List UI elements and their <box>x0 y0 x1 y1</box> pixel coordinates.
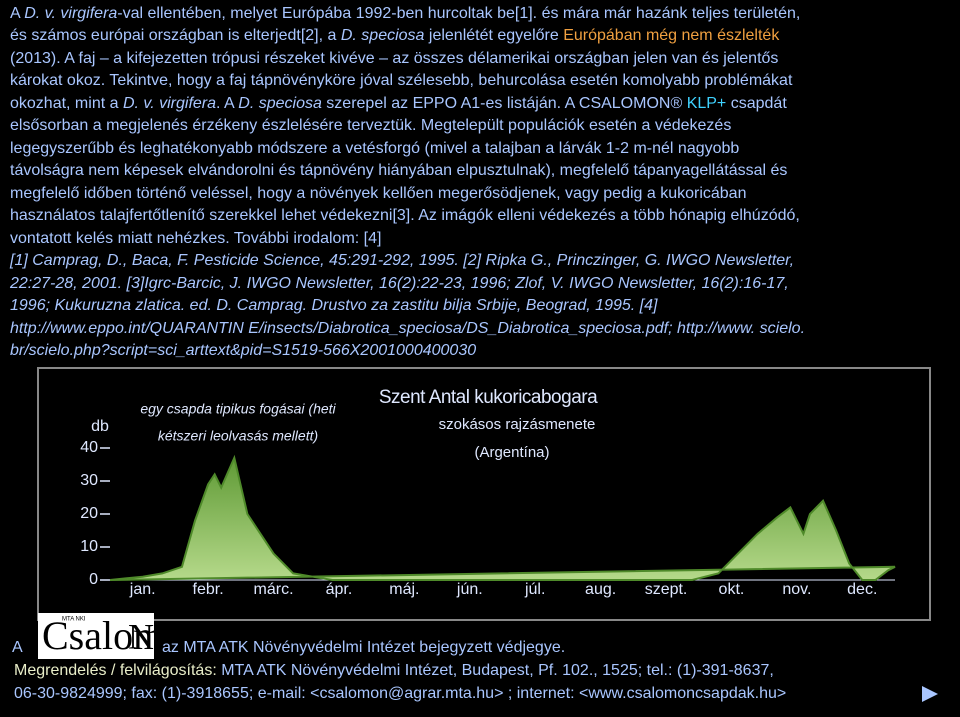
y-axis-label: db <box>91 418 109 435</box>
chart-subtitle: (Argentína) <box>474 444 549 461</box>
text: elsősorban a megjelenés érzékeny észlelé… <box>10 117 732 134</box>
x-tick-label: okt. <box>719 581 745 598</box>
text-line: elsősorban a megjelenés érzékeny észlelé… <box>10 116 731 136</box>
text: KLP+ <box>686 95 727 112</box>
text: jelenlétét egyelőre <box>424 27 564 44</box>
text-line: vontatott kelés miatt nehézkes. További … <box>10 229 381 249</box>
text: okozhat, mint a <box>10 95 123 112</box>
text: legegyszerűbb és leghatékonyabb módszere… <box>10 140 740 157</box>
arrow-icon <box>922 686 938 702</box>
text: csapdát <box>726 95 787 112</box>
x-tick-label: dec. <box>847 581 877 598</box>
logo-text: Csalom <box>42 613 164 658</box>
y-tick-label: 40 <box>80 439 98 456</box>
text-line: használatos talajfertőtlenítő szerekkel … <box>10 206 800 226</box>
logo-box <box>38 613 154 659</box>
logo-small: MTA NKI <box>62 617 86 623</box>
y-tick-label: 30 <box>80 472 98 489</box>
x-tick-label: ápr. <box>326 581 353 598</box>
x-tick-label: márc. <box>254 581 294 598</box>
text: károkat okoz. Tekintve, hogy a faj tápnö… <box>10 72 793 89</box>
text: szerepel az EPPO A1-es listáján. A CSALO… <box>321 95 687 112</box>
x-tick-label: jan. <box>129 581 156 598</box>
text: (2013). A faj – a kifejezetten trópusi r… <box>10 50 779 67</box>
x-tick-label: szept. <box>645 581 688 598</box>
text: br/scielo.php?script=sci_arttext&pid=S15… <box>10 342 477 359</box>
text: A <box>12 639 23 656</box>
text-line: károkat okoz. Tekintve, hogy a faj tápnö… <box>10 71 792 91</box>
x-tick-label: júl. <box>524 581 545 598</box>
chart-subtitle: szokásos rajzásmenete <box>439 416 596 433</box>
text: A <box>10 5 25 22</box>
x-tick-label: febr. <box>193 581 224 598</box>
text-line: [1] Camprag, D., Baca, F. Pesticide Scie… <box>10 251 794 271</box>
text: D. speciosa <box>340 27 425 44</box>
area <box>109 454 896 581</box>
y-tick-label: 0 <box>89 571 98 588</box>
text-line: Megrendelés / felvilágosítás: MTA ATK Nö… <box>14 661 774 681</box>
text: D. v. virgifera <box>122 95 217 112</box>
text: távolságra nem képesek elvándorolni és t… <box>10 162 788 179</box>
x-tick-label: aug. <box>585 581 616 598</box>
logo-text: N <box>128 616 154 656</box>
text: 22:27-28, 2001. [3]Igrc-Barcic, J. IWGO … <box>10 275 789 292</box>
text-line: az MTA ATK Növényvédelmi Intézet bejegyz… <box>162 638 565 658</box>
annotation: egy csapda tipikus fogásai (heti <box>140 401 336 417</box>
text: Európában még nem észlelték <box>563 27 780 44</box>
text: D. speciosa <box>238 95 322 112</box>
x-tick-label: máj. <box>389 581 419 598</box>
text-line: br/scielo.php?script=sci_arttext&pid=S15… <box>10 341 476 361</box>
x-tick-label: jún. <box>456 581 483 598</box>
text: -val ellentében, melyet Európába 1992-be… <box>117 5 801 22</box>
text-line: távolságra nem képesek elvándorolni és t… <box>10 161 787 181</box>
y-tick-label: 20 <box>80 505 98 522</box>
text: használatos talajfertőtlenítő szerekkel … <box>10 207 800 224</box>
text-line: okozhat, mint a D. v. virgifera. A D. sp… <box>10 94 787 114</box>
text-line: http://www.eppo.int/QUARANTIN E/insects/… <box>10 319 805 339</box>
text: megfelelő időben történő veléssel, hogy … <box>10 185 747 202</box>
y-tick-label: 10 <box>80 538 98 555</box>
text: 1996; Kukuruzna zlatica. ed. D. Camprag.… <box>10 297 658 314</box>
text-line: 22:27-28, 2001. [3]Igrc-Barcic, J. IWGO … <box>10 274 789 294</box>
text-line: (2013). A faj – a kifejezetten trópusi r… <box>10 49 778 69</box>
text-line: legegyszerűbb és leghatékonyabb módszere… <box>10 139 739 159</box>
text: 06-30-9824999; fax: (1)-3918655; e-mail:… <box>14 685 787 702</box>
text: . A <box>216 95 239 112</box>
annotation: kétszeri leolvasás mellett) <box>158 428 318 444</box>
text: MTA ATK Növényvédelmi Intézet, Budapest,… <box>216 662 774 679</box>
text: és számos európai országban is elterjedt… <box>10 27 341 44</box>
text-line: és számos európai országban is elterjedt… <box>10 26 779 46</box>
text-line: 06-30-9824999; fax: (1)-3918655; e-mail:… <box>14 684 786 704</box>
text-line: 1996; Kukuruzna zlatica. ed. D. Camprag.… <box>10 296 657 316</box>
x-tick-label: nov. <box>782 581 811 598</box>
text: D. v. virgifera <box>24 5 118 22</box>
text-line: megfelelő időben történő veléssel, hogy … <box>10 184 746 204</box>
text: vontatott kelés miatt nehézkes. További … <box>10 230 382 247</box>
text-line: A D. v. virgifera-val ellentében, melyet… <box>10 4 800 24</box>
text: http://www.eppo.int/QUARANTIN E/insects/… <box>10 320 806 337</box>
text: az MTA ATK Növényvédelmi Intézet bejegyz… <box>162 639 566 656</box>
text: Megrendelés / felvilágosítás: <box>14 662 217 679</box>
chart-title: Szent Antal kukoricabogara <box>379 387 598 408</box>
plot: 0 10 20 30 40 jan. febr. márc. ápr. máj. jún. júl. a… <box>80 439 896 598</box>
text-line: A <box>12 638 23 658</box>
text: [1] Camprag, D., Baca, F. Pesticide Scie… <box>10 252 795 269</box>
